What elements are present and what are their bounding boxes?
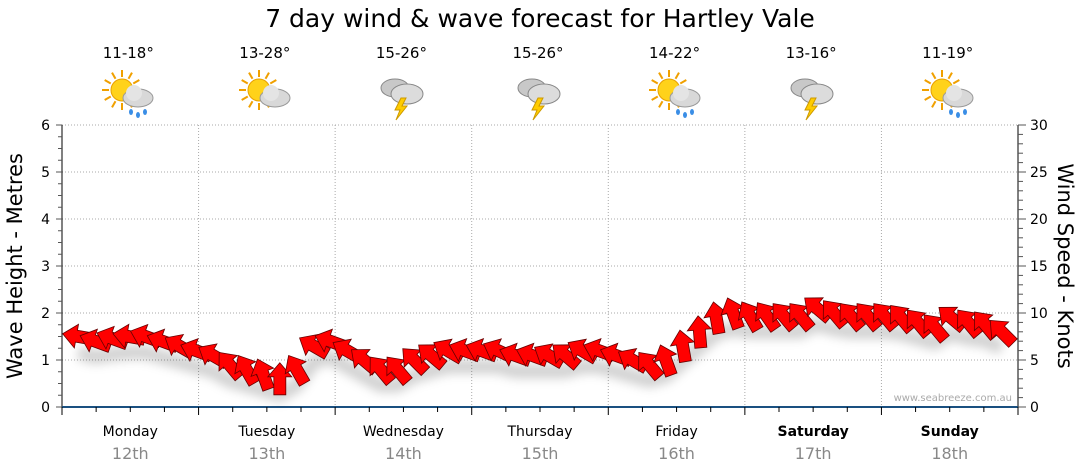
right-tick-label: 20 (1030, 212, 1048, 228)
storm-cloud-icon (371, 68, 431, 122)
day-name-label: Saturday (778, 424, 849, 440)
day-date-label: 16th (658, 444, 695, 463)
left-tick-label: 6 (41, 118, 50, 134)
day-date-label: 14th (385, 444, 422, 463)
right-tick-label: 10 (1030, 306, 1048, 322)
day-name-label: Sunday (921, 424, 979, 440)
sun-cloud-rain-icon (918, 68, 978, 122)
wind-arrow (250, 358, 275, 392)
sun-cloud-rain-icon (98, 68, 158, 122)
wind-arrow (218, 351, 245, 382)
day-date-label: 15th (522, 444, 559, 463)
right-tick-label: 15 (1030, 259, 1048, 275)
arrow-shadow (76, 316, 1005, 403)
day-temperature: 13-16° (785, 44, 837, 62)
left-tick-label: 0 (41, 400, 50, 416)
left-tick-label: 4 (41, 212, 50, 228)
day-temperature: 15-26° (375, 44, 427, 62)
wind-arrow (669, 329, 696, 364)
wind-arrow (686, 315, 713, 349)
wind-arrow (234, 355, 260, 387)
day-temperature: 14-22° (649, 44, 701, 62)
sun-cloud-rain-icon (645, 68, 705, 122)
right-tick-label: 25 (1030, 165, 1048, 181)
day-name-label: Wednesday (363, 424, 444, 440)
day-temperature: 15-26° (512, 44, 564, 62)
wind-arrow (653, 344, 678, 378)
day-name-label: Thursday (506, 424, 572, 440)
wind-arrow (534, 343, 566, 370)
day-date-label: 13th (248, 444, 285, 463)
right-tick-label: 0 (1030, 400, 1039, 416)
day-date-label: 17th (795, 444, 832, 463)
chart-title: 7 day wind & wave forecast for Hartley V… (265, 4, 815, 33)
sun-cloud-icon (235, 68, 295, 122)
day-temperature: 11-18° (102, 44, 154, 62)
watermark: www.seabreeze.com.au (894, 393, 1012, 404)
day-date-label: 12th (112, 444, 149, 463)
day-date-label: 18th (931, 444, 968, 463)
day-temperature: 11-19° (922, 44, 974, 62)
left-tick-label: 1 (41, 353, 50, 369)
right-tick-label: 5 (1030, 353, 1039, 369)
day-name-label: Tuesday (237, 424, 295, 440)
right-tick-label: 30 (1030, 118, 1048, 134)
storm-cloud-icon (781, 68, 841, 122)
day-name-label: Monday (103, 424, 158, 440)
right-axis-title: Wind Speed - Knots (1053, 163, 1077, 368)
left-tick-label: 2 (41, 306, 50, 322)
wind-arrow (989, 320, 1018, 348)
wind-arrow (284, 355, 311, 387)
left-tick-label: 3 (41, 259, 50, 275)
left-axis-title: Wave Height - Metres (3, 153, 27, 379)
left-tick-label: 5 (41, 165, 50, 181)
day-temperature: 13-28° (239, 44, 291, 62)
day-name-label: Friday (655, 424, 697, 440)
storm-cloud-icon (508, 68, 568, 122)
